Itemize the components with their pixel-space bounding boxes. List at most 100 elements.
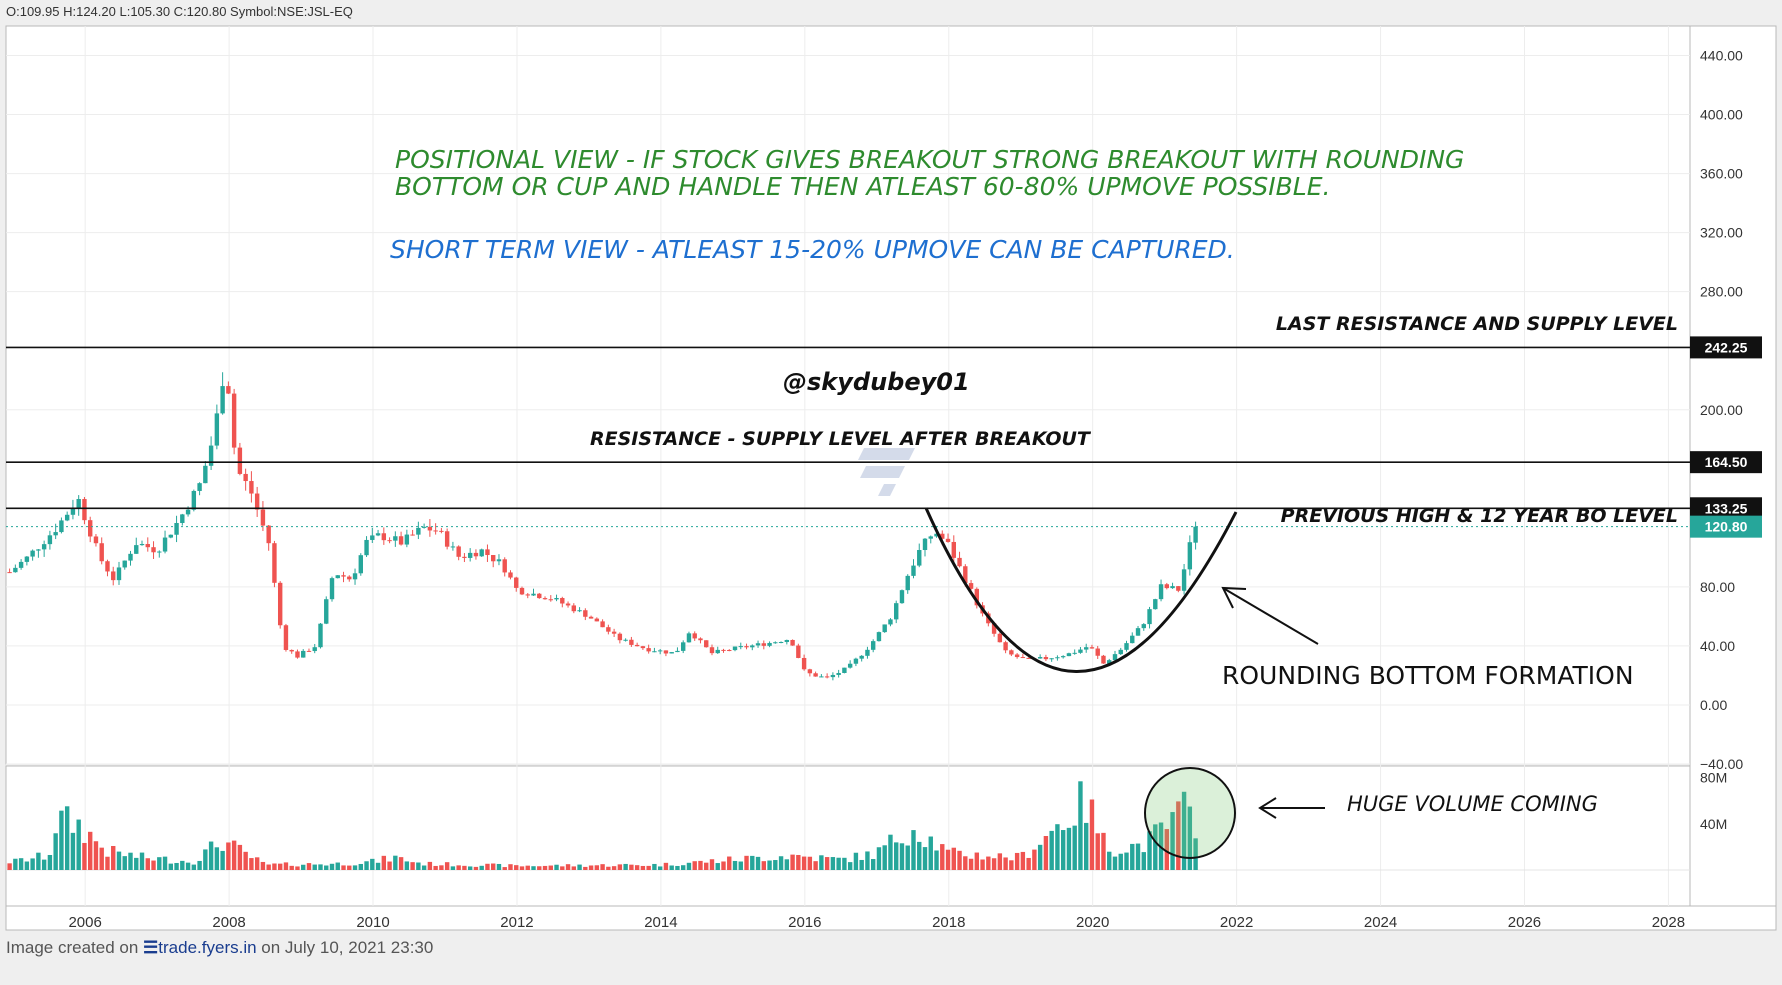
rounding-bottom-label: ROUNDING BOTTOM FORMATION [1222, 661, 1634, 690]
volume-bar [1060, 830, 1066, 870]
arrow-to-curve-icon [1221, 586, 1319, 645]
volume-bar [623, 863, 628, 870]
time-axis[interactable] [5, 905, 1777, 931]
candle-body [398, 536, 404, 545]
volume-bar [824, 857, 830, 870]
volume-tick-label: 80M [1700, 770, 1727, 786]
candle-body [404, 534, 410, 545]
candle-body [76, 499, 81, 509]
candle-body [306, 650, 312, 652]
volume-bar [203, 849, 208, 870]
volume-bar [283, 862, 289, 870]
volume-bar [542, 865, 548, 870]
volume-bar [312, 864, 317, 870]
rounding-bottom-curve [924, 507, 1238, 673]
volume-bar [387, 861, 392, 870]
candle-body [940, 533, 945, 539]
volume-bar [951, 847, 956, 870]
volume-bar [1130, 843, 1135, 870]
price-tick-label: 0.00 [1700, 697, 1727, 713]
candle-body [623, 639, 628, 641]
candle-body [99, 543, 104, 562]
candle-body [387, 540, 392, 542]
candle-body [715, 649, 720, 654]
volume-bar [675, 865, 680, 870]
volume-bar [686, 862, 692, 870]
volume-bar [1170, 812, 1175, 870]
volume-bar [778, 856, 784, 870]
volume-bar [174, 862, 179, 870]
volume-bar [842, 857, 847, 870]
volume-bar [473, 866, 479, 870]
candle-body [1084, 647, 1089, 650]
volume-bar [1026, 857, 1031, 870]
candle-body [1107, 660, 1112, 664]
candle-body [203, 465, 208, 484]
volume-bar [738, 861, 743, 870]
time-tick-label: 2024 [1364, 914, 1397, 931]
volume-bar [761, 861, 766, 870]
volume-bar [830, 857, 836, 870]
volume-bar [18, 858, 24, 870]
candle-body [502, 559, 507, 573]
candles [7, 372, 1198, 681]
volume-bar [600, 864, 605, 870]
footer-brand-link[interactable]: trade.fyers.in [158, 938, 257, 957]
volume-bar [1112, 856, 1118, 870]
arrow-left-icon [1258, 797, 1325, 819]
volume-bar [508, 864, 513, 870]
volume-bar [47, 854, 53, 870]
candle-body [761, 643, 766, 646]
volume-bar [53, 833, 58, 870]
candle-body [525, 594, 530, 596]
candle-body [174, 523, 179, 535]
candle-body [410, 534, 415, 536]
candle-body [393, 536, 398, 541]
level-tag [1690, 497, 1762, 520]
price-tick-label: 80.00 [1700, 579, 1735, 595]
candle-body [600, 621, 605, 628]
volume-bar [485, 863, 490, 870]
candle-body [456, 546, 461, 557]
candle-body [491, 555, 496, 562]
short-term-view: SHORT TERM VIEW - ATLEAST 15-20% UPMOVE … [390, 235, 1235, 264]
candle-body [663, 650, 669, 654]
fyers-logo-icon: ☰ [143, 938, 159, 957]
positional-view-line1: POSITIONAL VIEW - IF STOCK GIVES BREAKOU… [395, 145, 1464, 174]
volume-pane[interactable] [5, 765, 1691, 929]
candle-body [151, 547, 156, 553]
candle-body [352, 573, 358, 580]
volume-bar [208, 841, 214, 870]
volume-bar [991, 858, 997, 870]
volume-bar [93, 841, 99, 870]
candle-body [905, 575, 910, 591]
candle-body [1020, 657, 1026, 659]
volume-bar [1084, 822, 1089, 870]
candle-body [1187, 542, 1193, 570]
candle-body [778, 642, 784, 644]
volume-bar [773, 860, 778, 870]
candle-body [416, 527, 421, 535]
time-tick-label: 2018 [932, 914, 965, 931]
candle-body [260, 509, 266, 526]
volume-bar [335, 862, 340, 870]
candle-body [571, 605, 577, 612]
volume-bar [784, 859, 790, 870]
candle-body [963, 566, 968, 584]
price-axis[interactable] [1689, 25, 1777, 929]
volume-bar [416, 862, 421, 870]
candle-body [531, 593, 536, 596]
candle-body [358, 555, 363, 574]
price-tick-label: −40.00 [1700, 756, 1743, 772]
candle-body [1101, 655, 1106, 664]
volume-bar [617, 864, 623, 870]
price-tick-label: 280.00 [1700, 284, 1743, 300]
candle-body [784, 639, 790, 643]
candle-body [698, 638, 703, 641]
candle-body [583, 610, 588, 617]
candle-body [588, 616, 594, 619]
volume-bar [997, 853, 1003, 870]
candle-body [220, 386, 225, 414]
volume-bar [577, 864, 582, 870]
